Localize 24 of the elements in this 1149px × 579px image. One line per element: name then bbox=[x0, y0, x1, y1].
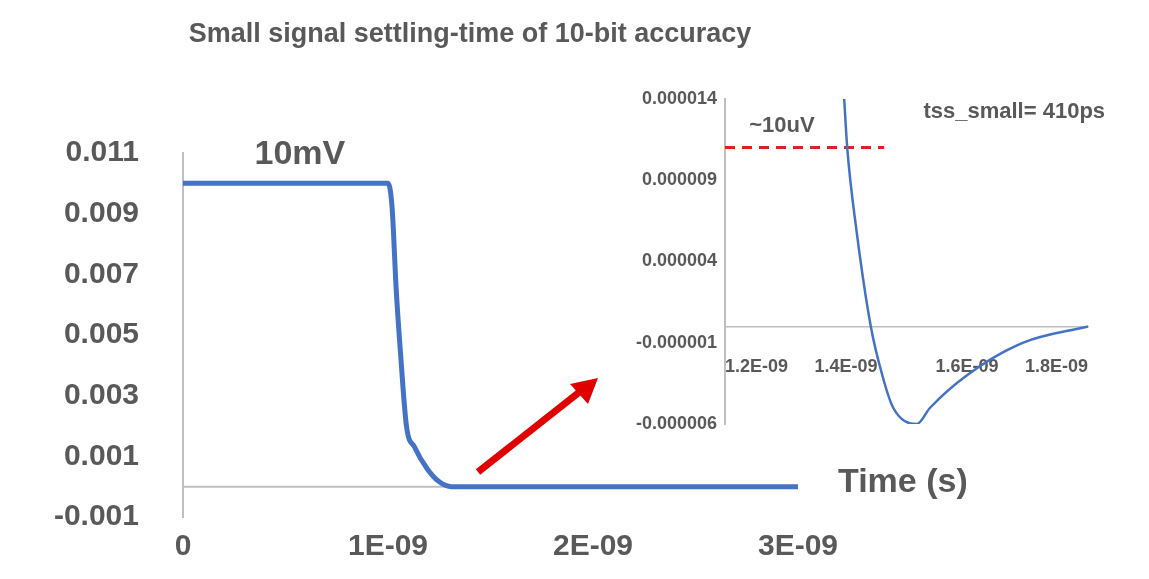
y-tick-label: 0.003 bbox=[63, 376, 139, 410]
y-tick-label: -0.000001 bbox=[635, 331, 717, 352]
chart-title: Small signal settling-time of 10-bit accuracy bbox=[187, 17, 753, 50]
y-tick-label: 0.011 bbox=[65, 134, 139, 168]
x-tick-label: 1.8E-09 bbox=[1024, 356, 1088, 377]
y-tick-label: -0.001 bbox=[53, 498, 139, 532]
x-tick-label: 1.2E-09 bbox=[725, 356, 789, 377]
x-axis-title: Time (s) bbox=[838, 461, 968, 500]
y-tick-label: 0.005 bbox=[63, 316, 139, 350]
y-tick-label: 0.000009 bbox=[641, 169, 717, 190]
x-tick-label: 1.4E-09 bbox=[814, 356, 878, 377]
x-tick-label: 1E-09 bbox=[347, 528, 429, 562]
x-tick-label: 3E-09 bbox=[757, 528, 839, 562]
annotation: ~10uV bbox=[749, 111, 816, 137]
y-tick-label: 0.001 bbox=[63, 437, 139, 471]
x-tick-label: 2E-09 bbox=[552, 528, 634, 562]
annotation: 10mV bbox=[254, 133, 346, 172]
y-tick-label: -0.000006 bbox=[635, 412, 717, 433]
y-tick-label: 0.000004 bbox=[641, 250, 717, 271]
y-tick-label: 0.009 bbox=[63, 194, 139, 228]
annotation: tss_small= 410ps bbox=[923, 97, 1106, 123]
x-tick-label: 0 bbox=[174, 528, 192, 562]
y-tick-label: 0.007 bbox=[63, 255, 139, 289]
y-tick-label: 0.000014 bbox=[641, 87, 717, 108]
